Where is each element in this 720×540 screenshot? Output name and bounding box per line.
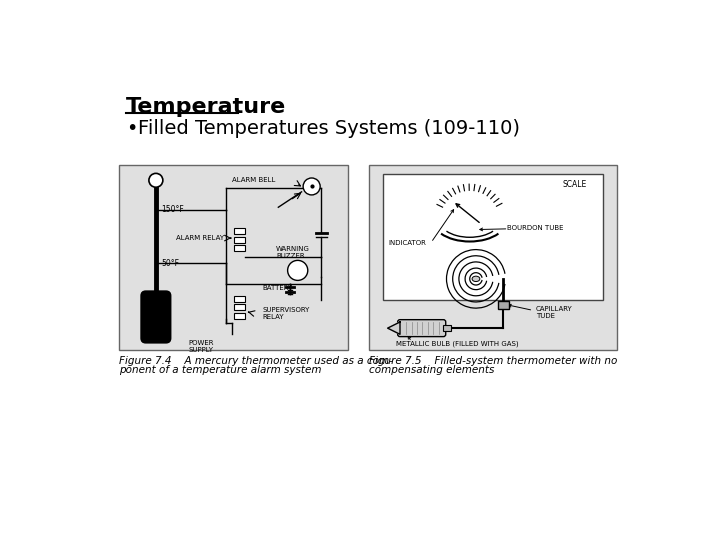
- Bar: [444, 325, 451, 331]
- Text: ponent of a temperature alarm system: ponent of a temperature alarm system: [120, 365, 322, 375]
- Bar: [369, 165, 617, 350]
- Ellipse shape: [472, 276, 480, 281]
- FancyBboxPatch shape: [397, 320, 446, 336]
- Text: Filled Temperatures Systems (109-110): Filled Temperatures Systems (109-110): [138, 119, 520, 138]
- Text: •: •: [126, 119, 137, 138]
- Text: Figure 7.5    Filled-system thermometer with no: Figure 7.5 Filled-system thermometer wit…: [369, 356, 617, 366]
- Text: SCALE: SCALE: [563, 180, 587, 190]
- Text: CAPILLARY
TUDE: CAPILLARY TUDE: [536, 306, 572, 319]
- Text: 150°F: 150°F: [161, 205, 184, 214]
- Text: Temperature: Temperature: [126, 97, 286, 117]
- Bar: [498, 301, 508, 309]
- Text: Figure 7.4    A mercury thermometer used as a com-: Figure 7.4 A mercury thermometer used as…: [120, 356, 393, 366]
- Bar: [383, 174, 603, 300]
- FancyBboxPatch shape: [141, 291, 171, 343]
- Bar: [234, 296, 245, 302]
- Text: POWER
SUPPLY: POWER SUPPLY: [188, 340, 214, 354]
- Text: BOURDON TUBE: BOURDON TUBE: [507, 225, 564, 231]
- Polygon shape: [387, 322, 400, 334]
- Bar: [234, 313, 245, 319]
- Text: WARNING
BUZZER: WARNING BUZZER: [276, 246, 310, 259]
- Text: BATTERY: BATTERY: [263, 285, 293, 291]
- Circle shape: [287, 260, 307, 280]
- Bar: [234, 228, 245, 234]
- Text: SUPERVISORY
RELAY: SUPERVISORY RELAY: [263, 307, 310, 320]
- Bar: [120, 165, 348, 350]
- Text: METALLIC BULB (FILLED WITH GAS): METALLIC BULB (FILLED WITH GAS): [396, 340, 518, 347]
- Text: 50°F: 50°F: [161, 259, 179, 268]
- Text: ALARM RELAY: ALARM RELAY: [176, 235, 224, 241]
- Bar: [234, 304, 245, 310]
- Bar: [234, 245, 245, 251]
- Text: INDICATOR: INDICATOR: [388, 240, 426, 246]
- Text: ALARM BELL: ALARM BELL: [232, 177, 275, 183]
- Circle shape: [149, 173, 163, 187]
- Circle shape: [303, 178, 320, 195]
- Text: compensating elements: compensating elements: [369, 365, 495, 375]
- Bar: [234, 237, 245, 242]
